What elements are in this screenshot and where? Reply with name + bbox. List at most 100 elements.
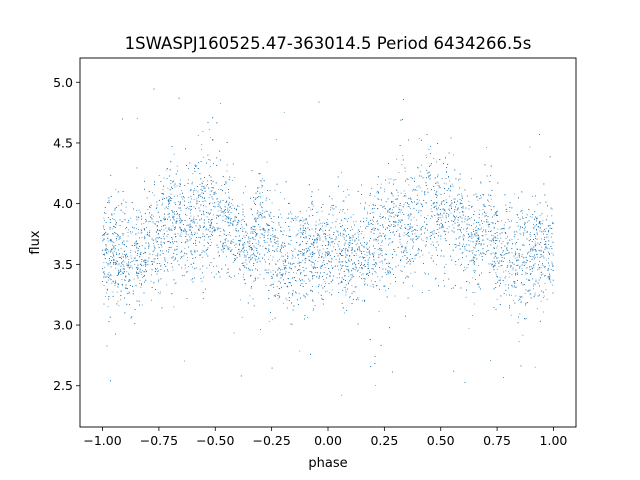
scatter-point: [376, 191, 378, 193]
scatter-point: [438, 231, 440, 233]
scatter-point: [458, 224, 460, 225]
scatter-point: [326, 253, 328, 254]
scatter-point: [433, 202, 434, 204]
scatter-point: [162, 197, 164, 199]
scatter-point: [394, 226, 396, 227]
scatter-point: [177, 233, 179, 235]
scatter-point: [179, 207, 181, 208]
scatter-point: [340, 264, 341, 266]
scatter-point: [483, 221, 485, 222]
scatter-point: [296, 217, 298, 219]
scatter-point: [508, 276, 510, 278]
scatter-point: [511, 274, 513, 276]
scatter-point: [108, 279, 110, 281]
scatter-point: [503, 261, 504, 262]
scatter-point: [130, 257, 132, 259]
scatter-point: [527, 252, 529, 254]
scatter-point: [111, 228, 113, 230]
scatter-point: [472, 234, 473, 236]
scatter-point: [114, 249, 116, 251]
scatter-point: [210, 137, 212, 139]
scatter-point: [140, 229, 142, 231]
scatter-point: [354, 240, 356, 242]
scatter-point: [437, 182, 439, 184]
scatter-point: [158, 292, 159, 294]
scatter-point: [501, 243, 503, 244]
scatter-point: [417, 166, 419, 168]
scatter-point: [537, 253, 538, 255]
scatter-point: [340, 269, 341, 271]
scatter-point: [309, 246, 311, 247]
scatter-point: [522, 232, 524, 234]
scatter-point: [339, 253, 341, 255]
scatter-point: [474, 210, 475, 212]
scatter-point: [307, 221, 308, 223]
scatter-point: [515, 253, 517, 255]
scatter-point: [353, 291, 355, 293]
scatter-point: [141, 232, 143, 233]
scatter-point: [444, 204, 445, 206]
scatter-point: [336, 252, 338, 254]
scatter-point: [125, 286, 127, 288]
scatter-point: [261, 185, 263, 187]
scatter-point: [353, 221, 355, 223]
scatter-point: [524, 293, 526, 295]
scatter-point: [236, 224, 238, 226]
scatter-point: [357, 232, 359, 234]
scatter-point: [440, 238, 442, 240]
scatter-point: [261, 184, 263, 186]
scatter-point: [228, 213, 230, 215]
scatter-point: [305, 218, 307, 219]
scatter-point: [403, 196, 405, 197]
scatter-point: [233, 332, 235, 334]
scatter-point: [173, 153, 175, 155]
scatter-point: [112, 232, 113, 234]
scatter-point: [144, 268, 146, 270]
scatter-point: [181, 250, 183, 252]
scatter-point: [283, 255, 284, 257]
scatter-point: [342, 260, 344, 262]
scatter-point: [171, 210, 172, 211]
scatter-point: [331, 289, 333, 291]
scatter-point: [341, 172, 342, 174]
scatter-point: [174, 241, 175, 242]
scatter-point: [322, 261, 324, 263]
scatter-point: [357, 246, 359, 248]
scatter-point: [103, 273, 105, 275]
scatter-point: [303, 296, 305, 298]
scatter-point: [174, 236, 176, 238]
scatter-point: [291, 213, 293, 215]
scatter-point: [207, 242, 208, 243]
scatter-point: [416, 230, 418, 231]
scatter-point: [300, 243, 301, 245]
scatter-point: [453, 154, 454, 156]
scatter-point: [317, 233, 319, 234]
scatter-point: [548, 248, 550, 250]
scatter-point: [218, 227, 219, 229]
scatter-point: [435, 161, 437, 163]
scatter-point: [172, 225, 174, 227]
scatter-point: [493, 226, 495, 228]
scatter-point: [348, 276, 350, 277]
scatter-point: [121, 278, 123, 280]
scatter-point: [482, 231, 484, 233]
scatter-point: [163, 218, 165, 219]
scatter-point: [520, 297, 522, 298]
scatter-point: [257, 187, 258, 189]
scatter-point: [464, 221, 466, 223]
scatter-point: [365, 247, 367, 249]
scatter-point: [203, 213, 205, 215]
scatter-point: [133, 278, 135, 280]
scatter-point: [216, 245, 218, 246]
scatter-point: [156, 241, 158, 243]
scatter-point: [346, 269, 348, 270]
scatter-point: [401, 164, 403, 165]
scatter-point: [142, 264, 144, 266]
scatter-point: [534, 292, 536, 294]
scatter-point: [128, 229, 130, 231]
scatter-point: [156, 226, 158, 227]
scatter-point: [497, 245, 498, 247]
scatter-point: [449, 210, 450, 211]
scatter-point: [175, 227, 176, 229]
scatter-point: [186, 257, 188, 259]
